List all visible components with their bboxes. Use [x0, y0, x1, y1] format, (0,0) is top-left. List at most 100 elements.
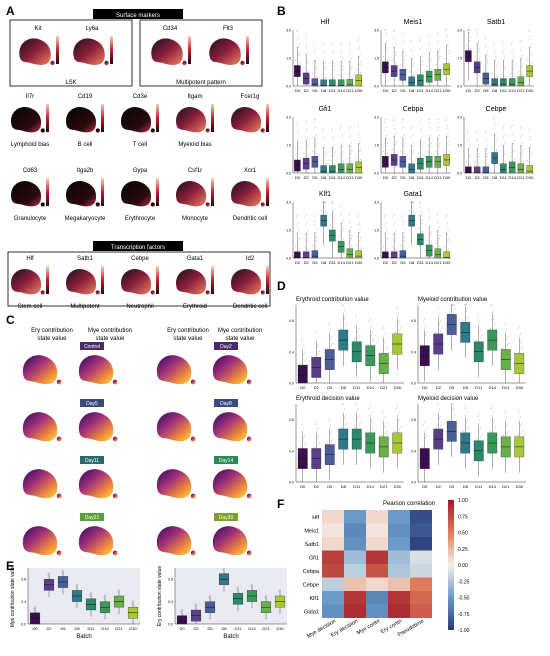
data-point: [478, 413, 480, 415]
data-point: [393, 117, 395, 119]
y-tick-label: 1.5: [374, 57, 379, 61]
data-point: [508, 430, 510, 432]
gene-label: Cd34: [163, 26, 178, 32]
data-point: [426, 444, 428, 446]
data-point: [507, 336, 509, 338]
data-point: [503, 49, 505, 51]
data-point: [404, 247, 406, 249]
boxplot: D0 D2 D5 D8 D11 D14 D21 D30: [292, 201, 363, 265]
colorbar: [46, 104, 49, 132]
data-point: [521, 134, 523, 136]
y-tick-label: 0.0: [21, 623, 26, 627]
data-point: [419, 123, 421, 125]
colorbar: [266, 178, 269, 206]
data-point: [341, 50, 343, 52]
data-point: [351, 245, 353, 247]
data-point: [340, 42, 342, 44]
heatmap-row-label: Cebpe: [303, 582, 319, 588]
y-tick-label: 3.0: [286, 201, 291, 205]
y-tick-label: 0.0: [286, 172, 291, 176]
data-point: [323, 50, 325, 52]
data-point: [358, 48, 360, 50]
data-point: [356, 245, 358, 247]
data-point: [502, 126, 504, 128]
data-point: [384, 121, 386, 123]
data-point: [298, 238, 300, 240]
data-point: [411, 137, 413, 139]
data-point: [430, 134, 432, 136]
data-point: [305, 121, 307, 123]
data-point: [384, 29, 386, 31]
multipotent-label: Multipotent pattern: [176, 80, 226, 86]
data-point: [402, 32, 404, 34]
boxplot: D0 D2 D5 D8 D11 D14 D21 D30: [380, 201, 451, 265]
data-point: [513, 158, 515, 160]
data-point: [396, 306, 398, 308]
data-point: [478, 422, 480, 424]
data-point: [304, 360, 306, 362]
x-tick-label: D30: [355, 175, 363, 180]
data-point: [386, 430, 388, 432]
data-point: [494, 125, 496, 127]
colorbar: [211, 104, 214, 132]
data-point: [347, 73, 349, 75]
y-tick-label: 0.0: [411, 481, 416, 485]
data-point: [469, 163, 471, 165]
y-tick-label: 0.0: [286, 257, 291, 261]
heatmap-cell: [410, 537, 432, 551]
data-point: [339, 206, 341, 208]
y-axis-label: Mye contribution state value: [10, 565, 16, 627]
data-point: [517, 411, 519, 413]
cell-type-caption: Erythrocyte: [125, 216, 156, 222]
data-point: [448, 238, 450, 240]
gene-label: Hlf: [26, 256, 34, 262]
boxplot: D0 D2 D5 D8 D11 D14 D21 D30: [380, 29, 451, 93]
data-point: [394, 125, 396, 127]
data-point: [504, 65, 506, 67]
x-tick-label: D30: [355, 88, 363, 93]
data-point: [520, 50, 522, 52]
data-point: [478, 40, 480, 42]
data-point: [328, 419, 330, 421]
heatmap-cell: [322, 577, 344, 591]
data-point: [395, 44, 397, 46]
data-point: [481, 434, 483, 436]
x-tick-label: D21: [346, 88, 354, 93]
data-point: [502, 52, 504, 54]
data-point: [520, 340, 522, 342]
data-point: [313, 446, 315, 448]
data-point: [428, 218, 430, 220]
data-point: [437, 211, 439, 213]
box: [302, 251, 310, 259]
data-point: [435, 332, 437, 334]
data-point: [510, 127, 512, 129]
y-tick-label: 0.0: [457, 85, 462, 89]
gene-label: Kit: [34, 26, 41, 32]
data-point: [439, 329, 441, 331]
column-header-line2: state value: [95, 336, 125, 342]
data-point: [529, 146, 531, 148]
x-tick-label: D11: [500, 175, 508, 180]
data-point: [427, 36, 429, 38]
data-point: [429, 215, 431, 217]
data-point: [351, 150, 353, 152]
data-point: [439, 245, 441, 247]
umap-island: [205, 202, 210, 207]
heatmap-cell: [344, 537, 366, 551]
data-point: [298, 157, 300, 159]
data-point: [306, 139, 308, 141]
x-tick-label: D8: [409, 88, 415, 93]
data-point: [483, 161, 485, 163]
data-point: [351, 235, 353, 237]
data-point: [435, 243, 437, 245]
data-point: [307, 147, 309, 149]
data-point: [476, 129, 478, 131]
data-point: [446, 34, 448, 36]
data-point: [393, 127, 395, 129]
data-point: [341, 61, 343, 63]
data-point: [341, 134, 343, 136]
box: [500, 78, 507, 87]
data-point: [448, 60, 450, 62]
umap-plot: [66, 269, 100, 295]
data-point: [529, 128, 531, 130]
